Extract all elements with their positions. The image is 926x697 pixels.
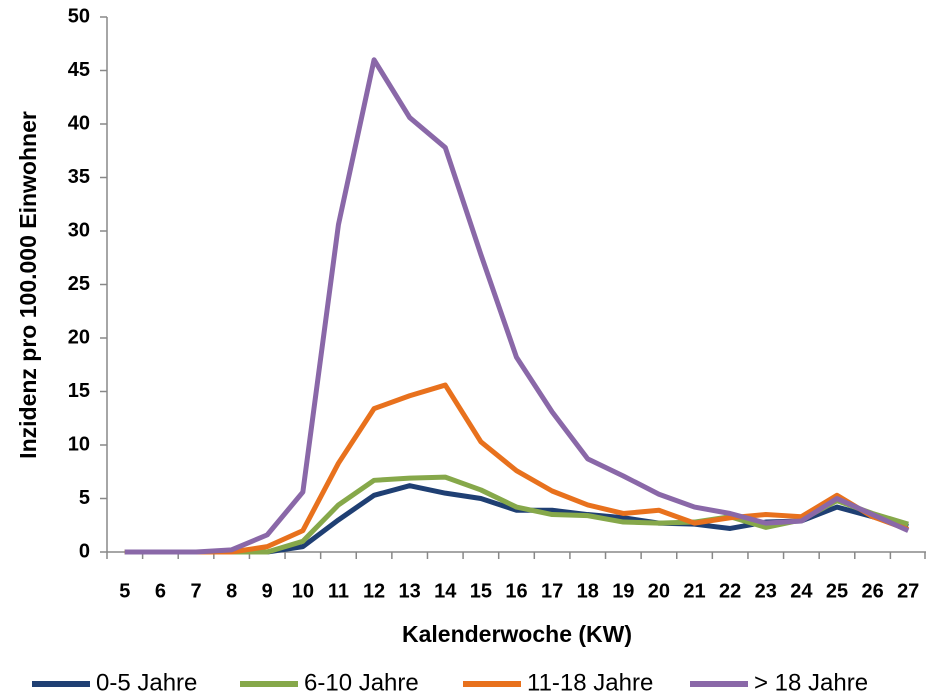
x-tick-label: 11 xyxy=(328,580,349,602)
y-tick-label: 35 xyxy=(68,166,90,188)
x-axis-title: Kalenderwoche (KW) xyxy=(402,621,632,647)
x-tick-label: 13 xyxy=(399,580,421,602)
x-tick-label: 21 xyxy=(683,580,705,602)
x-tick-label: 6 xyxy=(155,580,166,602)
x-tick-label: 8 xyxy=(226,580,237,602)
y-tick-label: 10 xyxy=(68,433,90,455)
x-tick-label: 16 xyxy=(505,580,527,602)
y-tick-label: 5 xyxy=(79,487,90,509)
x-tick-label: 18 xyxy=(577,580,599,602)
x-tick-label: 27 xyxy=(897,580,919,602)
legend-label: 11-18 Jahre xyxy=(527,669,653,696)
legend-label: 0-5 Jahre xyxy=(96,669,197,696)
series-line xyxy=(124,483,909,555)
y-tick-label: 0 xyxy=(79,540,90,562)
y-tick-label: 20 xyxy=(68,326,90,348)
y-tick-label: 40 xyxy=(68,112,90,134)
y-tick-label: 45 xyxy=(68,59,90,81)
x-tick-label: 22 xyxy=(719,580,741,602)
y-tick-label: 15 xyxy=(68,380,90,402)
x-tick-label: 12 xyxy=(363,580,385,602)
x-tick-label: 19 xyxy=(612,580,634,602)
series-line xyxy=(124,382,910,555)
legend-label: 6-10 Jahre xyxy=(304,669,419,696)
x-tick-label: 24 xyxy=(790,580,813,602)
x-tick-label: 15 xyxy=(470,580,492,602)
x-tick-label: 23 xyxy=(755,580,777,602)
legend-label: > 18 Jahre xyxy=(754,669,868,696)
x-tick-label: 25 xyxy=(826,580,848,602)
x-tick-label: 14 xyxy=(434,580,457,602)
x-tick-label: 26 xyxy=(861,580,883,602)
x-tick-label: 10 xyxy=(292,580,314,602)
y-tick-label: 50 xyxy=(68,5,90,27)
x-tick-label: 5 xyxy=(119,580,130,602)
x-tick-label: 7 xyxy=(190,580,201,602)
y-tick-label: 25 xyxy=(68,273,90,295)
series-line xyxy=(124,57,910,555)
x-tick-label: 9 xyxy=(262,580,273,602)
x-tick-label: 17 xyxy=(541,580,563,602)
y-tick-label: 30 xyxy=(68,219,90,241)
x-tick-label: 20 xyxy=(648,580,670,602)
y-axis-title: Inzidenz pro 100.000 Einwohner xyxy=(15,111,41,459)
